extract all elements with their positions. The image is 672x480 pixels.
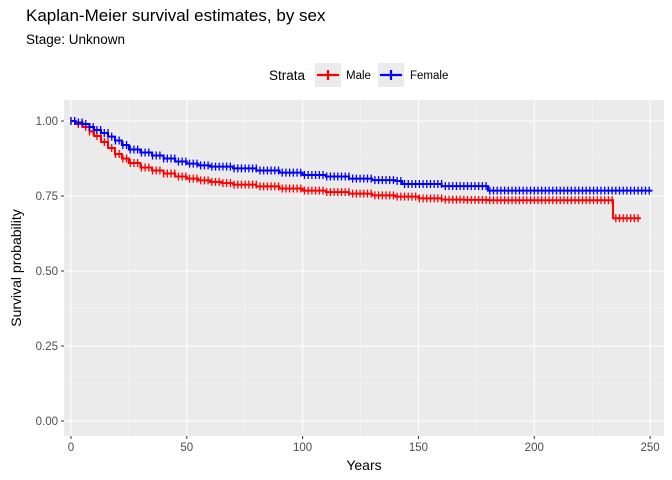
- y-tick-label: 0.00: [36, 416, 58, 428]
- chart-subtitle: Stage: Unknown: [26, 32, 126, 47]
- legend: Strata Male Female: [269, 63, 448, 87]
- y-tick-label: 1.00: [36, 116, 58, 128]
- legend-title: Strata: [269, 68, 306, 83]
- censor-marks-female: [70, 117, 650, 195]
- y-tick-label: 0.75: [36, 191, 58, 203]
- x-tick-label: 200: [525, 442, 544, 454]
- x-tick-label: 50: [180, 442, 193, 454]
- axes: 0 50 100 150 200 250 0.00 0.25 0.50 0.75 1.00: [36, 116, 660, 454]
- censor-marks-male: [70, 117, 639, 223]
- x-tick-label: 0: [68, 442, 74, 454]
- legend-label-female: Female: [410, 70, 448, 82]
- plot-panel: [64, 100, 664, 436]
- x-tick-label: 150: [409, 442, 428, 454]
- x-axis-label: Years: [346, 457, 381, 473]
- y-tick-label: 0.50: [36, 266, 58, 278]
- y-tick-label: 0.25: [36, 341, 58, 353]
- x-tick-label: 250: [641, 442, 660, 454]
- y-axis-label: Survival probability: [8, 209, 24, 327]
- chart-title: Kaplan-Meier survival estimates, by sex: [26, 6, 326, 25]
- x-tick-label: 100: [293, 442, 312, 454]
- series-layer: [70, 117, 653, 223]
- grid-lines: [64, 100, 664, 436]
- legend-label-male: Male: [346, 70, 371, 82]
